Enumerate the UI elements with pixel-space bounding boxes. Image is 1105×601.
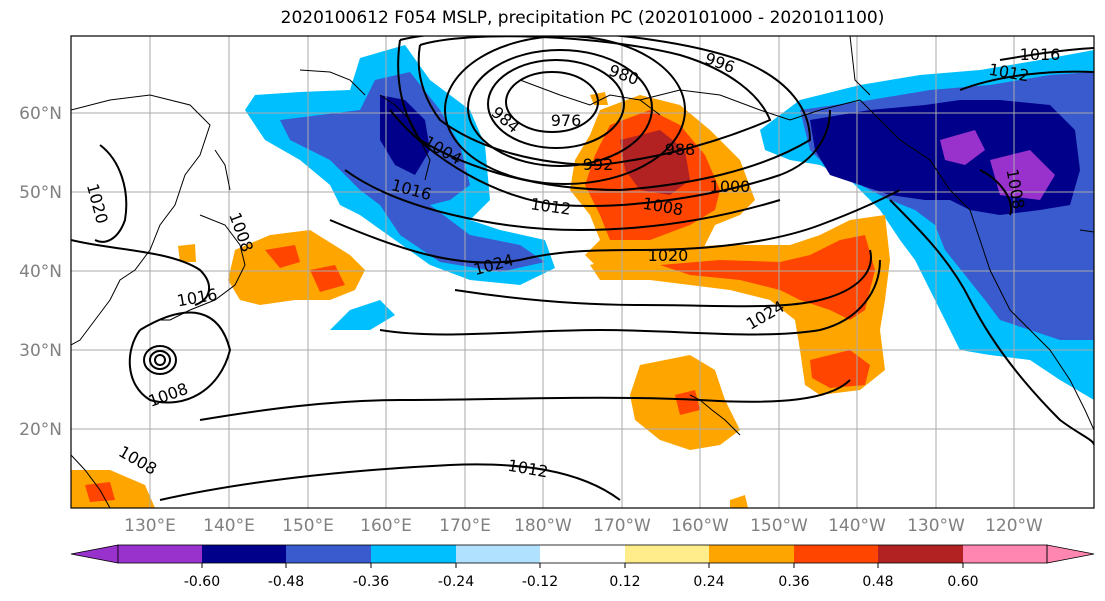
lat-label: 20°N	[19, 420, 62, 440]
colorbar-max-extension	[1046, 544, 1095, 564]
lat-label: 30°N	[19, 341, 62, 361]
lon-label: 170°W	[593, 516, 651, 536]
lon-label: 170°E	[439, 516, 491, 536]
colorbar-segment	[625, 545, 709, 563]
lon-label: 150°W	[750, 516, 808, 536]
contour-label: 1000	[710, 177, 751, 196]
colorbar-min-extension	[70, 544, 119, 564]
colorbar-segment	[456, 545, 540, 563]
colorbar-tick-label: -0.60	[184, 574, 220, 590]
gridlines	[71, 36, 1094, 508]
lon-label: 160°W	[671, 516, 729, 536]
map-title: 2020100612 F054 MSLP, precipitation PC (…	[280, 8, 885, 28]
colorbar-segment	[286, 545, 371, 563]
colorbar-tick-label: -0.12	[522, 574, 558, 590]
lon-label: 140°W	[828, 516, 886, 536]
colorbar-segment	[794, 545, 878, 563]
contour-label: 976	[551, 111, 582, 130]
lon-label: 150°E	[282, 516, 334, 536]
contour-label: 1020	[648, 246, 689, 265]
latitude-labels: 60°N 50°N 40°N 30°N 20°N	[19, 104, 62, 440]
contour-label: 1016	[1020, 45, 1061, 64]
colorbar-tick-label: -0.36	[353, 574, 389, 590]
isobars	[71, 36, 1094, 501]
lon-label: 130°E	[124, 516, 176, 536]
lat-label: 50°N	[19, 183, 62, 203]
colorbar-segment	[118, 545, 202, 563]
colorbar-tick-label: -0.48	[268, 574, 304, 590]
lon-label: 180°W	[514, 516, 572, 536]
colorbar-segment	[963, 545, 1047, 563]
lon-label: 120°W	[985, 516, 1043, 536]
colorbar-tick-label: 0.36	[778, 574, 809, 590]
coastlines	[71, 36, 1094, 508]
colorbar-tick-label: 0.24	[693, 574, 724, 590]
contour-label: 992	[583, 155, 614, 174]
colorbar-segment	[709, 545, 794, 563]
colorbar-tick-label: 0.60	[947, 574, 978, 590]
colorbar-tick-label: -0.24	[438, 574, 474, 590]
map-panel: 976 980 984 988 992 996 1000 1004 1008 1…	[71, 36, 1094, 508]
lon-label: 160°E	[360, 516, 412, 536]
longitude-labels: 130°E 140°E 150°E 160°E 170°E 180°W 170°…	[124, 516, 1043, 536]
colorbar-segment	[540, 545, 625, 563]
lon-label: 130°W	[907, 516, 965, 536]
colorbar-tick-label: 0.12	[609, 574, 640, 590]
colorbar-segment	[202, 545, 286, 563]
contour-label: 988	[665, 140, 696, 159]
colorbar-segment	[371, 545, 456, 563]
map-frame	[70, 35, 1095, 509]
lon-label: 140°E	[203, 516, 255, 536]
lat-label: 40°N	[19, 262, 62, 282]
colorbar-segment	[878, 545, 963, 563]
colorbar-tick-label: 0.48	[862, 574, 893, 590]
lat-label: 60°N	[19, 104, 62, 124]
colorbar: -0.60 -0.48 -0.36 -0.24 -0.12 0.12 0.24 …	[70, 544, 1095, 590]
